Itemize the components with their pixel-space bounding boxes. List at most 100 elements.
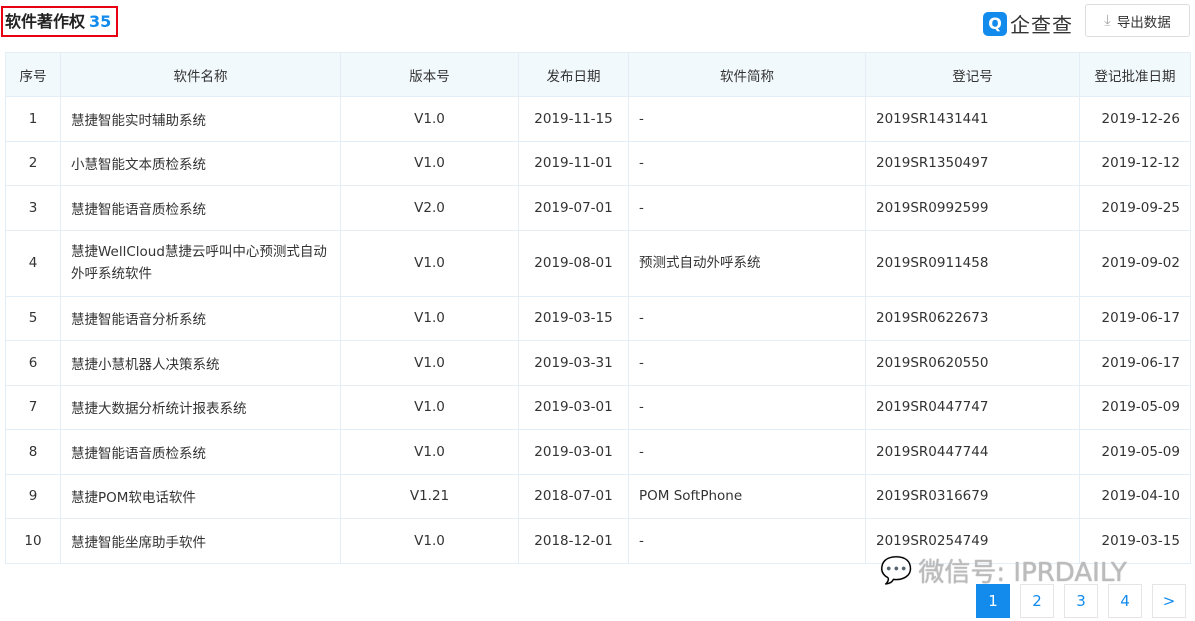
table-cell: - [628,96,866,142]
table-cell: 5 [5,295,61,341]
table-cell: 9 [5,473,61,519]
table-cell: V1.0 [340,229,519,297]
table-cell: 2019-03-15 [1079,518,1191,564]
table-cell: 2018-12-01 [518,518,629,564]
table-row: 3 慧捷智能语音质检系统 V2.0 2019-07-01-2019SR0992599 2… [5,185,1191,231]
table-cell: 2019SR0620550 [865,340,1080,386]
table-cell: 7 [5,384,61,430]
column-header: 登记批准日期 [1079,52,1191,97]
table-cell: V1.0 [340,429,519,475]
table-cell: 2018-07-01 [518,473,629,519]
next-page-button[interactable]: > [1152,584,1186,618]
column-header: 发布日期 [518,52,629,97]
table-cell: 6 [5,340,61,386]
table-cell: 1 [5,96,61,142]
table-cell[interactable]: 慧捷智能坐席助手软件 [60,518,341,564]
table-row: 8 慧捷智能语音质检系统 V1.0 2019-03-01-2019SR0447744 2… [5,429,1191,475]
table-cell: 2019SR0911458 [865,229,1080,297]
table-row: 9 慧捷POM软电话软件 V1.21 2018-07-01 POM SoftPhone 2… [5,473,1191,519]
table-cell[interactable]: 慧捷智能实时辅助系统 [60,96,341,142]
table-cell: 2019-06-17 [1079,295,1191,341]
table-cell: 2019-03-15 [518,295,629,341]
table-row: 6 慧捷小慧机器人决策系统 V1.0 2019-03-31-2019SR0620550… [5,340,1191,386]
table-cell[interactable]: 慧捷智能语音质检系统 [60,429,341,475]
logo-text: 企查查 [1010,13,1073,37]
table-cell: V1.0 [340,340,519,386]
table-row: 10 慧捷智能坐席助手软件 V1.0 2018-12-01-2019SR0254749… [5,518,1191,564]
table-cell: V2.0 [340,185,519,231]
table-cell: 2019-05-09 [1079,384,1191,430]
table-row: 4 慧捷WellCloud慧捷云呼叫中心预测式自动外呼系统软件 V1.0 2019-0… [5,229,1191,297]
page-4-button[interactable]: 4 [1108,584,1142,618]
table-cell: 2019-05-09 [1079,429,1191,475]
table-cell: 10 [5,518,61,564]
column-header: 软件名称 [60,52,341,97]
table-cell: - [628,185,866,231]
table-cell: 2019SR0447747 [865,384,1080,430]
table-cell[interactable]: 慧捷POM软电话软件 [60,473,341,519]
section-title: 软件著作权 35 [1,6,119,37]
table-cell: 2019-03-01 [518,429,629,475]
table-cell: 2019-03-01 [518,384,629,430]
page-2-button[interactable]: 2 [1020,584,1054,618]
table-cell: V1.0 [340,295,519,341]
page-3-button[interactable]: 3 [1064,584,1098,618]
table-cell: 2019SR0447744 [865,429,1080,475]
page-1-button[interactable]: 1 [976,584,1010,618]
table-cell: 2019SR0622673 [865,295,1080,341]
wechat-icon: 💬 [880,555,913,586]
table-cell: 2019-12-12 [1079,140,1191,186]
table-cell[interactable]: 慧捷WellCloud慧捷云呼叫中心预测式自动外呼系统软件 [60,229,341,297]
software-copyright-table: 序号 软件名称 版本号 发布日期 软件简称 登记号 登记批准日期 1 慧捷智能实时辅助系统 V1… [5,52,1191,564]
export-label: 导出数据 [1116,14,1171,30]
column-header: 序号 [5,52,61,97]
column-header: 软件简称 [628,52,866,97]
table-row: 1 慧捷智能实时辅助系统 V1.0 2019-11-15-2019SR1431441 2… [5,96,1191,142]
table-cell[interactable]: 慧捷智能语音分析系统 [60,295,341,341]
table-cell: 2019SR0992599 [865,185,1080,231]
table-cell: 2019-03-31 [518,340,629,386]
column-header: 版本号 [340,52,519,97]
table-cell: 2019-09-02 [1079,229,1191,297]
table-cell[interactable]: 慧捷智能语音质检系统 [60,185,341,231]
table-cell: 8 [5,429,61,475]
title-text: 软件著作权 [5,12,86,31]
count-badge: 35 [89,12,112,31]
table-cell: 4 [5,229,61,297]
table-cell: 2019SR0316679 [865,473,1080,519]
table-cell: V1.0 [340,518,519,564]
watermark: 💬 微信号: IPRDAILY [880,552,1127,589]
table-cell: V1.21 [340,473,519,519]
table-cell: 2 [5,140,61,186]
column-header: 登记号 [865,52,1080,97]
table-cell: 2019SR0254749 [865,518,1080,564]
table-row: 5 慧捷智能语音分析系统 V1.0 2019-03-15-2019SR0622673 2… [5,295,1191,341]
table-cell[interactable]: 慧捷小慧机器人决策系统 [60,340,341,386]
table-cell: 2019-11-01 [518,140,629,186]
table-cell: 2019-04-10 [1079,473,1191,519]
table-cell: 2019-12-26 [1079,96,1191,142]
table-cell: 2019-08-01 [518,229,629,297]
table-row: 2 小慧智能文本质检系统 V1.0 2019-11-01-2019SR1350497 2… [5,140,1191,186]
table-cell: - [628,429,866,475]
table-cell: 2019-11-15 [518,96,629,142]
table-cell: - [628,140,866,186]
export-data-button[interactable]: ⤓ 导出数据 [1085,4,1190,37]
qichacha-logo: Q 企查查 [983,9,1073,38]
table-cell[interactable]: 慧捷大数据分析统计报表系统 [60,384,341,430]
logo-icon: Q [983,11,1007,36]
pagination: 1 2 3 4 > [976,584,1186,618]
table-row: 7 慧捷大数据分析统计报表系统 V1.0 2019-03-01-2019SR04477… [5,384,1191,430]
table-cell[interactable]: 小慧智能文本质检系统 [60,140,341,186]
table-cell: 预测式自动外呼系统 [628,229,866,297]
table-cell: 2019-06-17 [1079,340,1191,386]
table-cell: - [628,340,866,386]
table-cell: V1.0 [340,140,519,186]
table-cell: 2019SR1431441 [865,96,1080,142]
download-icon: ⤓ [1104,12,1111,29]
table-cell: 2019-09-25 [1079,185,1191,231]
table-cell: V1.0 [340,96,519,142]
watermark-text: 微信号: IPRDAILY [918,558,1127,588]
table-cell: 2019SR1350497 [865,140,1080,186]
table-cell: - [628,518,866,564]
